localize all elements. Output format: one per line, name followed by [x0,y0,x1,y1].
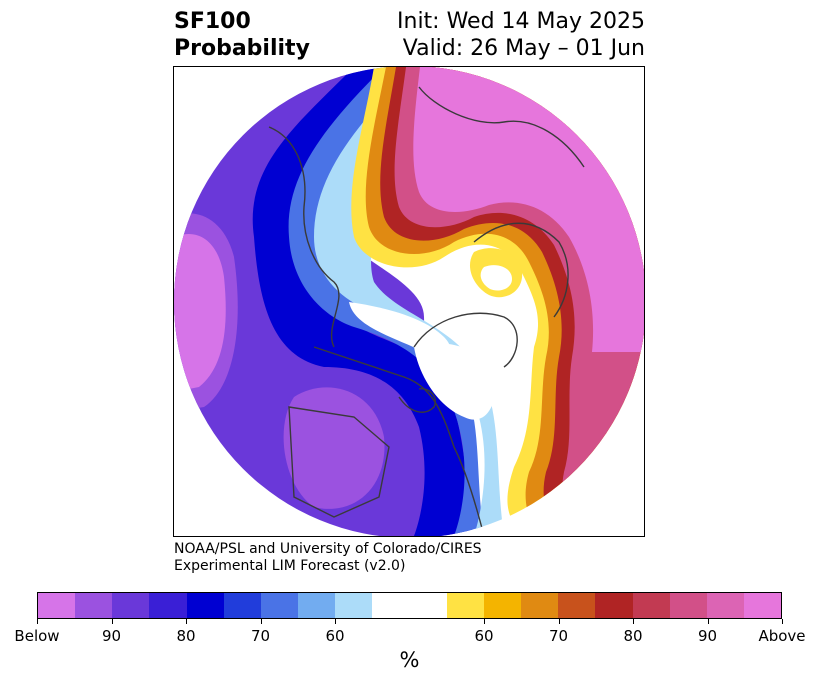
product-name: Probability [174,36,310,61]
colorbar-swatch [298,593,336,618]
colorbar-tick-mark [335,619,336,624]
colorbar-swatch [75,593,113,618]
colorbar-swatch [223,593,261,618]
colorbar-tick-label: Below [14,627,60,645]
colorbar-swatch [521,593,559,618]
valid-period: Valid: 26 May – 01 Jun [402,36,645,61]
colorbar-tick-mark [708,619,709,624]
colorbar-unit: % [399,648,420,672]
colorbar-tick-mark [633,619,634,624]
colorbar-tick-label: 70 [250,627,271,645]
init-date: Init: Wed 14 May 2025 [397,9,645,34]
forecast-dates: Init: Wed 14 May 2025 Valid: 26 May – 01… [397,8,645,62]
colorbar-swatch [632,593,670,618]
colorbar-tick-mark [484,619,485,624]
colorbar-swatch [446,593,484,618]
colorbar-tick-label: 80 [176,627,196,645]
colorbar-swatch [743,593,782,618]
above-normal-region [351,67,644,536]
probability-colorbar [37,592,782,619]
colorbar-tick-mark [782,619,783,624]
colorbar-tick-label: 60 [474,627,494,645]
colorbar-tick-label: Above [758,627,806,645]
colorbar-tick-mark [261,619,262,624]
colorbar-tick-label: 90 [697,627,718,645]
variable-name: SF100 [174,9,251,34]
colorbar-tick-label: 60 [325,627,345,645]
credit-line-2: Experimental LIM Forecast (v2.0) [174,558,406,574]
polar-stereographic-map [174,67,644,536]
map-title: SF100 Probability [174,8,310,62]
below-normal-region [174,67,504,536]
colorbar-tick-mark [112,619,113,624]
colorbar-tick-label: 70 [548,627,569,645]
colorbar-tick-label: 80 [623,627,643,645]
colorbar-swatch [595,593,633,618]
colorbar-tick-label: 90 [101,627,122,645]
colorbar-swatch [669,593,707,618]
colorbar-tick-mark [37,619,38,624]
map-panel [173,66,645,537]
coastlines [268,86,585,536]
colorbar-swatch [558,593,596,618]
colorbar-swatch [260,593,299,618]
colorbar-swatch [335,593,373,618]
colorbar-swatch [372,593,410,618]
colorbar-swatch [112,593,150,618]
colorbar-swatch [706,593,744,618]
credit-text: NOAA/PSL and University of Colorado/CIRE… [174,541,482,575]
colorbar-swatch [149,593,187,618]
colorbar-swatch [409,593,447,618]
colorbar-tick-mark [559,619,560,624]
colorbar-tick-mark [186,619,187,624]
colorbar-swatch [186,593,224,618]
credit-line-1: NOAA/PSL and University of Colorado/CIRE… [174,541,482,557]
colorbar-swatch [483,593,522,618]
colorbar-swatch [38,593,76,618]
